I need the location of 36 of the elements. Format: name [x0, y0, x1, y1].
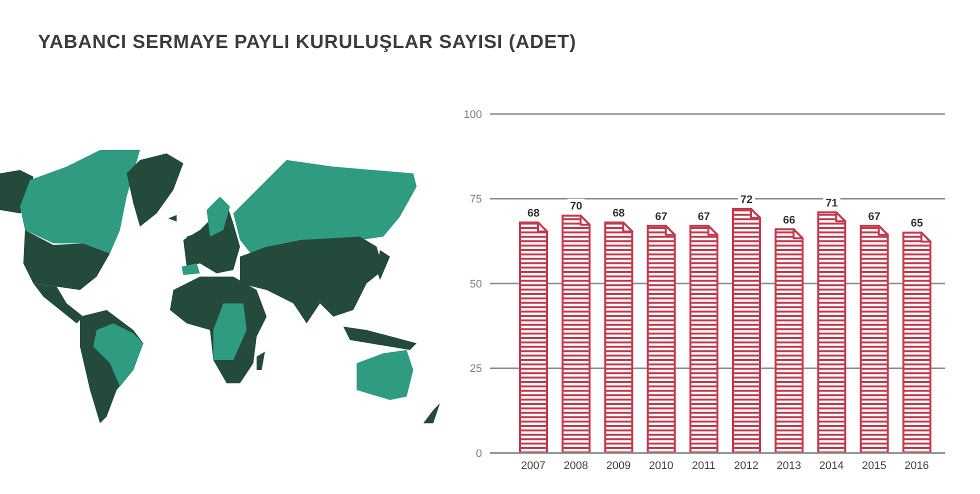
x-tick-label: 2009 [606, 460, 631, 472]
data-label: 66 [782, 214, 796, 226]
x-tick-label: 2015 [862, 460, 886, 472]
x-tick-label: 2016 [904, 460, 929, 472]
y-tick-label: 0 [476, 448, 482, 460]
y-tick-label: 75 [470, 194, 482, 206]
data-label: 67 [698, 210, 710, 223]
data-label: 68 [612, 207, 625, 220]
bar [646, 224, 676, 453]
data-label: 67 [655, 210, 668, 223]
x-tick-label: 2014 [819, 460, 844, 472]
x-tick-label: 2007 [521, 460, 546, 472]
data-label: 68 [527, 207, 540, 220]
x-tick-label: 2012 [734, 460, 759, 472]
y-tick-label: 100 [464, 108, 482, 121]
bar [732, 208, 761, 453]
x-tick-label: 2008 [564, 460, 588, 472]
x-tick-label: 2010 [648, 460, 674, 472]
bar [817, 211, 846, 453]
data-label: 70 [570, 200, 582, 213]
bar [860, 224, 889, 453]
y-tick-label: 25 [470, 363, 482, 376]
bar [689, 224, 718, 453]
data-label: 65 [910, 218, 924, 230]
data-label: 72 [740, 194, 753, 206]
bar [604, 221, 634, 453]
bar [519, 221, 548, 453]
x-tick-label: 2013 [776, 460, 802, 472]
bar [902, 232, 932, 453]
data-label: 71 [826, 197, 838, 210]
text: YABANCI SERMAYE PAYLI KURULUŞLAR SAYISI (ADET) [38, 32, 576, 54]
x-tick-label: 2011 [692, 460, 716, 472]
bar [562, 214, 591, 453]
y-tick-label: 50 [470, 278, 482, 290]
data-label: 67 [868, 210, 880, 223]
bar [774, 228, 804, 453]
